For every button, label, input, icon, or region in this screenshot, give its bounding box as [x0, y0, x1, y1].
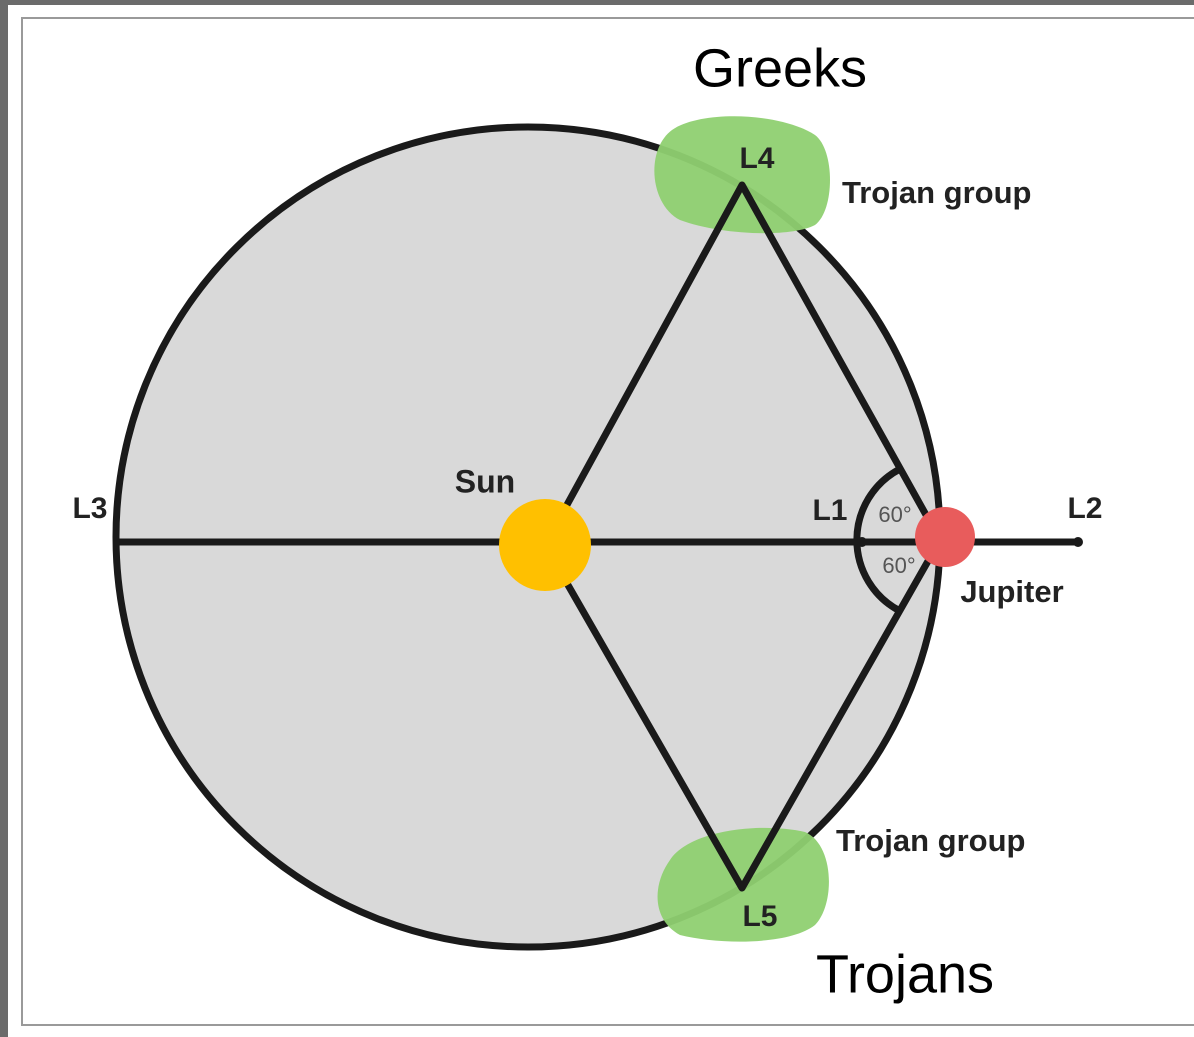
- l4-label: L4: [739, 142, 774, 175]
- angle-label: 60°: [878, 502, 911, 527]
- trojan-group-label: Trojan group: [842, 175, 1031, 210]
- jupiter-label: Jupiter: [960, 574, 1063, 609]
- l3-label: L3: [72, 492, 107, 525]
- sun-label: Sun: [455, 463, 515, 499]
- angle-arc: [853, 465, 902, 615]
- l1-point: [857, 537, 867, 547]
- l5-triangle: [541, 538, 944, 892]
- jupiter: [915, 507, 975, 567]
- trojans-label: Trojans: [816, 944, 994, 1004]
- l5-label: L5: [742, 900, 777, 933]
- l4-triangle: [541, 181, 944, 547]
- sun: [499, 499, 591, 591]
- trojan-group-label: Trojan group: [836, 823, 1025, 858]
- l1-label: L1: [812, 494, 847, 527]
- l2-point: [1073, 537, 1083, 547]
- angle-label: 60°: [882, 553, 915, 578]
- greeks-cloud: [654, 116, 830, 234]
- greeks-label: Greeks: [693, 38, 867, 98]
- l2-label: L2: [1067, 492, 1102, 525]
